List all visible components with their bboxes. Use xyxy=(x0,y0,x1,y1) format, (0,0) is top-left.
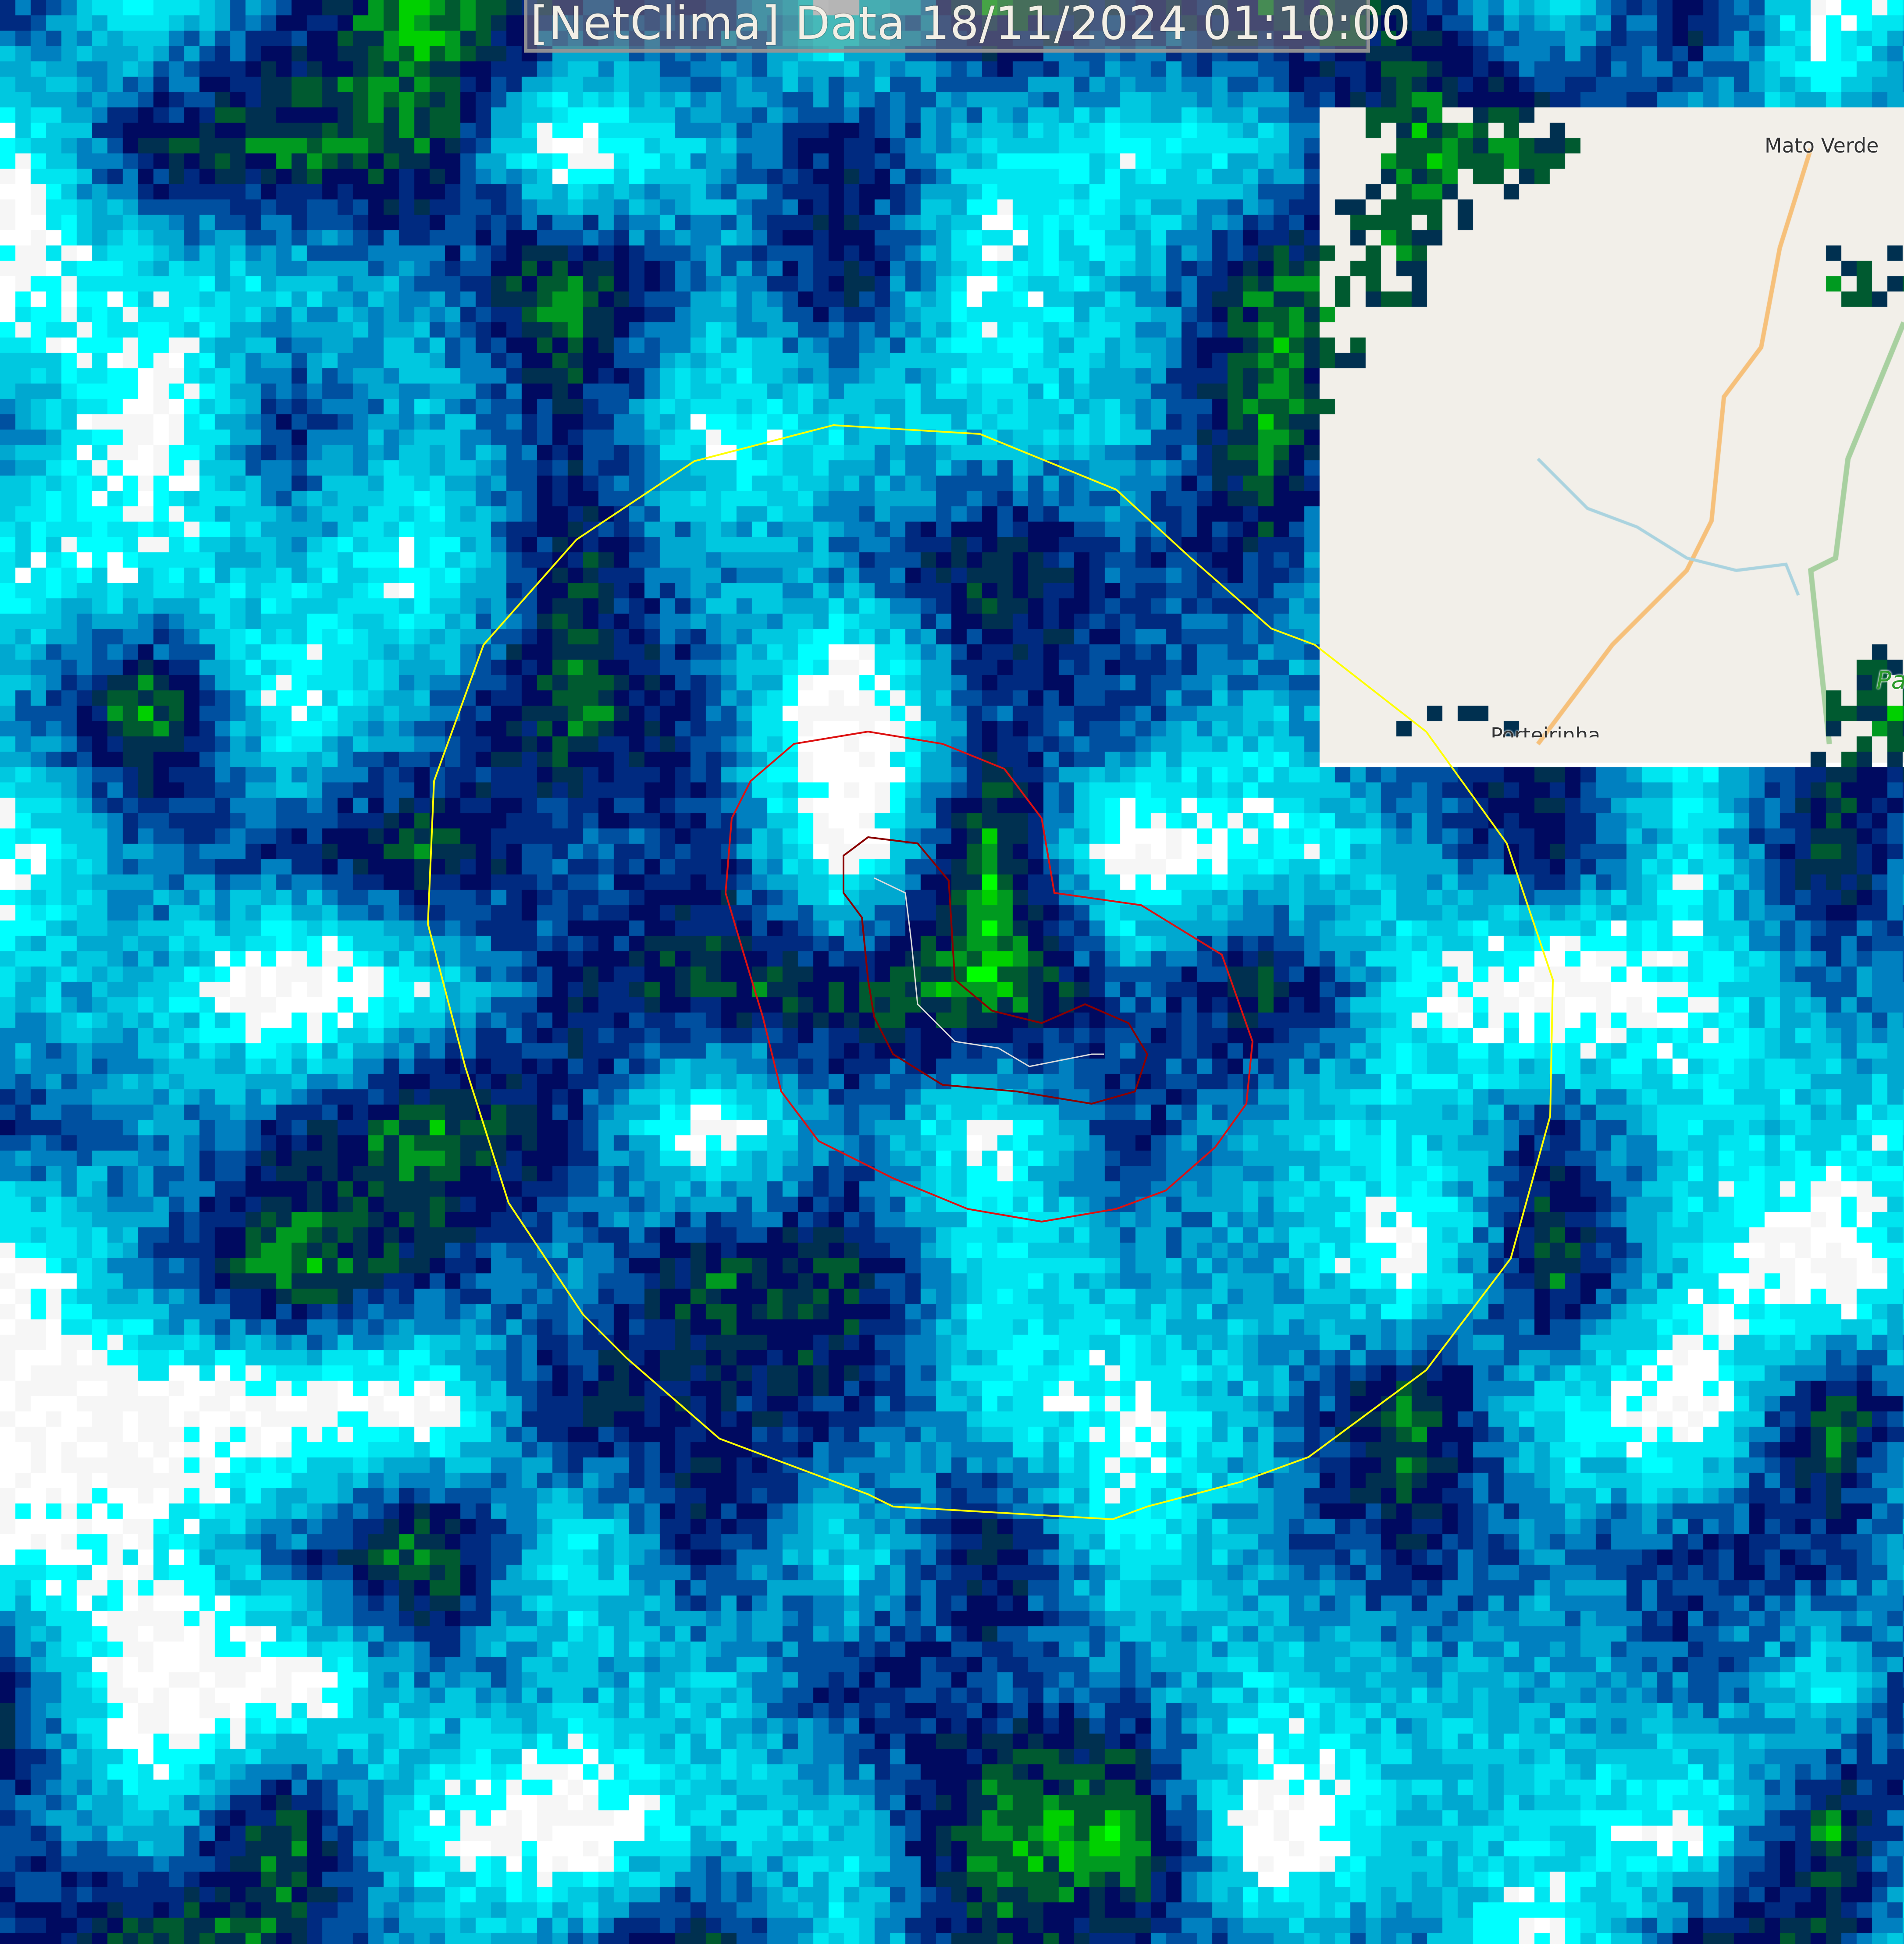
radar-range-boundary xyxy=(427,424,1554,1521)
page-title: [NetClima] Data 18/11/2024 01:10:00 xyxy=(530,0,1411,50)
title-banner xyxy=(524,0,1370,53)
storm-contour-inner xyxy=(843,836,1149,1105)
place-label-partial: Pa xyxy=(1876,666,1904,695)
storm-contour-outer xyxy=(724,730,1254,1223)
storm-track-line xyxy=(874,877,1104,1067)
place-label-mato-verde: Mato Verde xyxy=(1765,134,1879,157)
place-label-porteirinha: Porteirinha xyxy=(1491,723,1601,747)
